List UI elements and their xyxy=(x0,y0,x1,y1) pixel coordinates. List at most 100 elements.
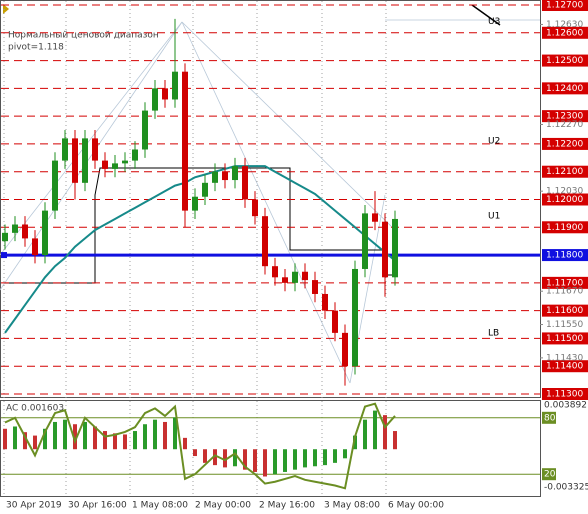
ac-bar xyxy=(223,449,227,468)
candle-body xyxy=(352,268,358,367)
candle-body xyxy=(292,271,298,283)
price-mark-label: 1.11550 xyxy=(546,320,583,330)
level-annotation: U3 xyxy=(488,17,500,27)
candle-body xyxy=(62,138,68,161)
stoch-box xyxy=(542,411,556,424)
ac-bar xyxy=(73,424,77,450)
y-tick-label: 1.12500 xyxy=(546,56,583,66)
candle-body xyxy=(362,213,368,269)
candle-body xyxy=(392,218,398,278)
price-mark-label: 1.12630 xyxy=(546,20,583,30)
candle-body xyxy=(142,110,148,150)
ac-bar xyxy=(383,415,387,450)
level-box xyxy=(542,388,588,400)
ac-bar xyxy=(93,426,97,450)
candle-body xyxy=(272,266,278,278)
ac-bar xyxy=(213,449,217,466)
level-box xyxy=(542,137,588,150)
candle-body xyxy=(282,277,288,283)
y-tick-label: 1.12100 xyxy=(546,167,583,177)
candle-body xyxy=(182,71,188,211)
candle-body xyxy=(42,210,48,256)
candle-body xyxy=(212,171,218,183)
ac-bar xyxy=(243,449,247,470)
trend-line xyxy=(471,4,501,26)
level-box xyxy=(542,110,588,123)
candle-body xyxy=(22,224,28,239)
candle-body xyxy=(152,88,158,111)
osc-tick-label: -0.003325 xyxy=(544,483,588,493)
candle-body xyxy=(32,238,38,256)
ac-bar xyxy=(363,419,367,450)
x-tick-label: 30 Apr 2019 xyxy=(6,501,62,511)
ac-bar xyxy=(193,449,197,457)
subtitle: Нормальный ценовой диапазон xyxy=(8,31,159,41)
ac-bar xyxy=(143,424,147,450)
level-box xyxy=(542,0,588,11)
level-annotation: LB xyxy=(488,328,499,338)
ac-bar xyxy=(353,435,357,450)
stoch-tick-label: 20 xyxy=(544,470,556,480)
candle-body xyxy=(172,71,178,100)
ac-bar xyxy=(63,419,67,450)
candle-body xyxy=(12,224,18,233)
pivot-label: 1.11800 xyxy=(546,251,583,261)
y-tick-label: 1.11900 xyxy=(546,223,583,233)
stoch-line xyxy=(4,402,396,490)
candle-body xyxy=(192,196,198,211)
level-box xyxy=(542,165,588,178)
level-box xyxy=(542,193,588,206)
ac-bar xyxy=(393,431,397,450)
candle-body xyxy=(122,160,128,164)
ac-bar xyxy=(263,449,267,477)
level-box xyxy=(542,221,588,234)
y-tick-label: 1.12400 xyxy=(546,84,583,94)
candle-body xyxy=(72,138,78,183)
candle-body xyxy=(2,232,8,242)
x-tick-label: 2 May 16:00 xyxy=(259,501,315,511)
y-tick-label: 1.11400 xyxy=(546,362,583,372)
y-tick-label: 1.12600 xyxy=(546,28,583,38)
ac-bar xyxy=(373,410,377,450)
candle-body xyxy=(162,88,168,100)
level-box xyxy=(542,276,588,289)
price-mark-label: 1.12030 xyxy=(546,187,583,197)
ac-bar xyxy=(53,421,57,450)
level-box xyxy=(542,82,588,95)
y-tick-label: 1.11700 xyxy=(546,278,583,288)
symbol-icon xyxy=(3,4,9,14)
ac-bar xyxy=(23,432,27,450)
candle-body xyxy=(342,332,348,367)
moving-average xyxy=(4,165,396,334)
candle-body xyxy=(82,138,88,183)
candle-body xyxy=(372,213,378,222)
ac-bar xyxy=(233,449,237,467)
x-tick-label: 1 May 08:00 xyxy=(132,501,188,511)
candle-body xyxy=(222,171,228,181)
ac-bar xyxy=(133,431,137,450)
ac-bar xyxy=(13,426,17,450)
ac-bar xyxy=(273,449,277,475)
fan-line xyxy=(0,21,183,291)
price-mark-label: 1.11430 xyxy=(546,353,583,363)
ac-bar xyxy=(43,428,47,450)
ac-bar xyxy=(113,433,117,450)
ac-bar xyxy=(173,417,177,450)
level-box xyxy=(542,304,588,317)
ac-bar xyxy=(253,449,257,472)
x-tick-label: 3 May 08:00 xyxy=(324,501,380,511)
candle-body xyxy=(52,160,58,211)
candle-body xyxy=(112,163,118,169)
ac-bar xyxy=(293,449,297,470)
fan-line xyxy=(181,21,396,231)
price-mark-label: 1.11670 xyxy=(546,287,583,297)
osc-tick-label: 0.003892 xyxy=(544,401,587,411)
y-tick-label: 1.12300 xyxy=(546,112,583,122)
candle-body xyxy=(322,293,328,311)
osc-frame xyxy=(0,400,541,497)
stoch-box xyxy=(542,468,556,481)
y-tick-label: 1.12700 xyxy=(546,1,583,11)
ac-bar xyxy=(323,449,327,466)
ac-bar xyxy=(283,449,287,472)
